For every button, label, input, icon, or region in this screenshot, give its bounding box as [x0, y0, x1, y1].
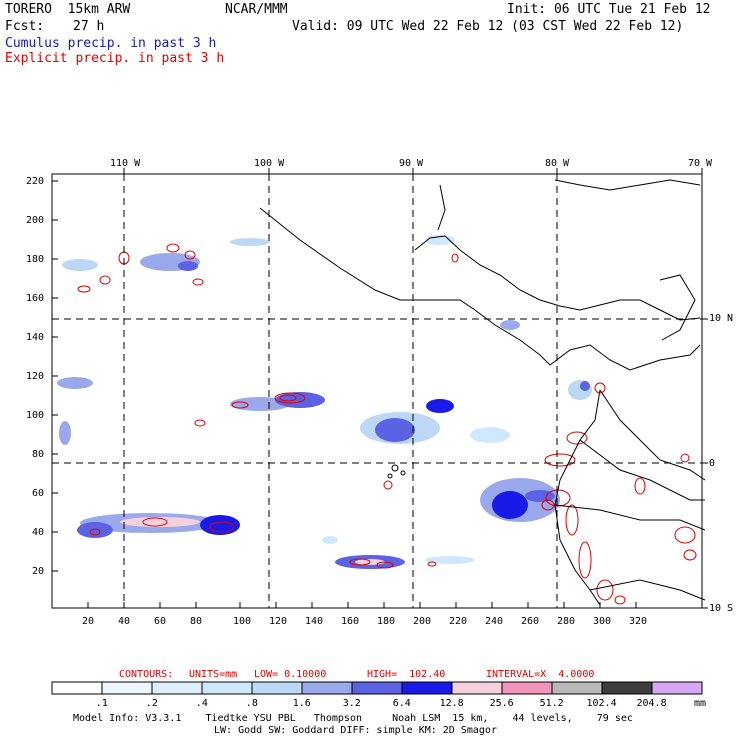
x-tick: 300: [593, 616, 612, 627]
lat-label-0: 0: [709, 458, 716, 469]
y-tick: 20: [32, 566, 45, 577]
x-tick: 120: [269, 616, 288, 627]
y-tick: 160: [26, 293, 45, 304]
colorbar-swatch: [501, 681, 553, 695]
colorbar-swatch: [651, 681, 703, 695]
lon-label-70w: 70 W: [688, 158, 713, 169]
y-tick: 60: [32, 488, 45, 499]
lat-label-10n: 10 N: [709, 313, 734, 324]
model-info: Model Info: V3.3.1 Tiedtke YSU PBL Thomp…: [73, 713, 633, 724]
x-tick: 240: [485, 616, 504, 627]
colorbar-label: 204.8: [636, 698, 667, 709]
colorbar-swatch: [201, 681, 253, 695]
y-tick: 40: [32, 527, 45, 538]
x-tick: 160: [341, 616, 360, 627]
x-tick: 40: [118, 616, 131, 627]
y-tick: 220: [26, 176, 45, 187]
contours-interval: INTERVAL=X 4.0000: [486, 669, 595, 680]
model-title: TORERO 15km ARW: [5, 2, 131, 17]
cumulus-legend: Cumulus precip. in past 3 h: [5, 36, 217, 51]
x-tick: 20: [82, 616, 95, 627]
lon-label-100w: 100 W: [254, 158, 285, 169]
lon-label-80w: 80 W: [545, 158, 570, 169]
colorbar-label: 12.8: [439, 698, 464, 709]
colorbar-swatch: [551, 681, 603, 695]
colorbar-swatch: [601, 681, 653, 695]
colorbar-label: 6.4: [392, 698, 411, 709]
x-tick: 260: [521, 616, 540, 627]
colorbar-unit: mm: [694, 698, 707, 709]
x-tick: 60: [154, 616, 167, 627]
x-tick: 200: [413, 616, 432, 627]
contours-label: CONTOURS:: [119, 669, 174, 680]
colorbar-label: 102.4: [586, 698, 617, 709]
plot-frame: [51, 173, 703, 609]
x-tick: 180: [377, 616, 396, 627]
frame-ticks: [52, 168, 708, 609]
lon-label-90w: 90 W: [399, 158, 424, 169]
x-tick: 220: [449, 616, 468, 627]
colorbar-label: .1: [95, 698, 108, 709]
colorbar-label: .4: [195, 698, 208, 709]
colorbar-label: .2: [145, 698, 158, 709]
x-tick: 140: [305, 616, 324, 627]
x-tick: 280: [557, 616, 576, 627]
colorbar-label: 51.2: [539, 698, 564, 709]
cumulus-precip-areas: [57, 235, 592, 569]
colorbar-label: 25.6: [489, 698, 514, 709]
x-tick: 80: [190, 616, 203, 627]
latlon-grid: [52, 174, 702, 608]
colorbar-swatch: [51, 681, 103, 695]
contours-units: UNITS=mm: [189, 669, 238, 680]
colorbar-swatch: [101, 681, 153, 695]
lat-label-10s: 10 S: [709, 603, 734, 614]
contours-high: HIGH= 102.40: [367, 669, 446, 680]
colorbar-swatch: [251, 681, 303, 695]
colorbar-label: 3.2: [342, 698, 361, 709]
y-tick: 80: [32, 449, 45, 460]
x-tick: 320: [629, 616, 648, 627]
colorbar-swatch: [451, 681, 503, 695]
colorbar-swatch: [301, 681, 353, 695]
y-tick: 120: [26, 371, 45, 382]
y-tick: 200: [26, 215, 45, 226]
init-time: Init: 06 UTC Tue 21 Feb 12: [507, 2, 711, 17]
colorbar-swatch: [351, 681, 403, 695]
colorbar-swatch: [401, 681, 453, 695]
y-tick: 180: [26, 254, 45, 265]
forecast-hours: 27 h: [73, 19, 105, 34]
y-tick: 100: [26, 410, 45, 421]
colorbar-swatch: [151, 681, 203, 695]
explicit-legend: Explicit precip. in past 3 h: [5, 51, 225, 66]
lon-label-110w: 110 W: [110, 158, 141, 169]
org-label: NCAR/MMM: [225, 2, 288, 17]
colorbar-label: 1.6: [292, 698, 311, 709]
x-tick: 100: [233, 616, 252, 627]
physics-info: LW: Godd SW: Goddard DIFF: simple KM: 2D…: [214, 725, 497, 736]
contours-low: LOW= 0.10000: [254, 669, 327, 680]
forecast-label: Fcst:: [5, 19, 45, 34]
colorbar: [51, 681, 703, 695]
colorbar-label: .8: [245, 698, 258, 709]
y-tick: 140: [26, 332, 45, 343]
valid-time: Valid: 09 UTC Wed 22 Feb 12 (03 CST Wed …: [292, 19, 684, 34]
